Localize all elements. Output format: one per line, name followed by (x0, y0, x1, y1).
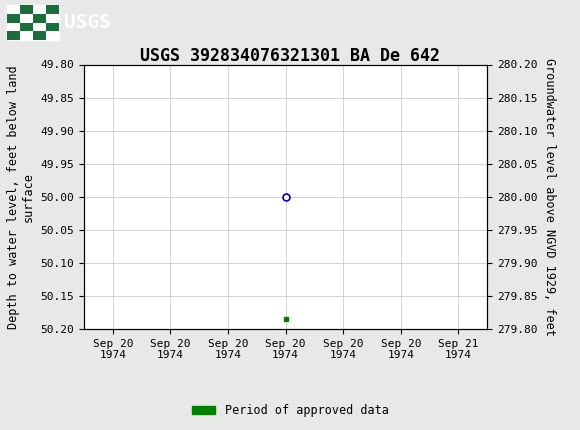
Y-axis label: Groundwater level above NGVD 1929, feet: Groundwater level above NGVD 1929, feet (543, 58, 556, 336)
Bar (33, 14, 46, 22)
Bar (7, 14, 20, 22)
Bar (20, 22, 33, 31)
Bar (20, 6, 33, 14)
Bar (7, 31, 20, 40)
Y-axis label: Depth to water level, feet below land
surface: Depth to water level, feet below land su… (7, 65, 35, 329)
Bar (46, 22, 59, 31)
Text: USGS: USGS (64, 13, 111, 32)
Bar (33, 31, 46, 40)
FancyBboxPatch shape (7, 6, 59, 40)
Bar (46, 6, 59, 14)
Legend: Period of approved data: Period of approved data (187, 399, 393, 422)
Text: USGS 392834076321301 BA De 642: USGS 392834076321301 BA De 642 (140, 47, 440, 65)
